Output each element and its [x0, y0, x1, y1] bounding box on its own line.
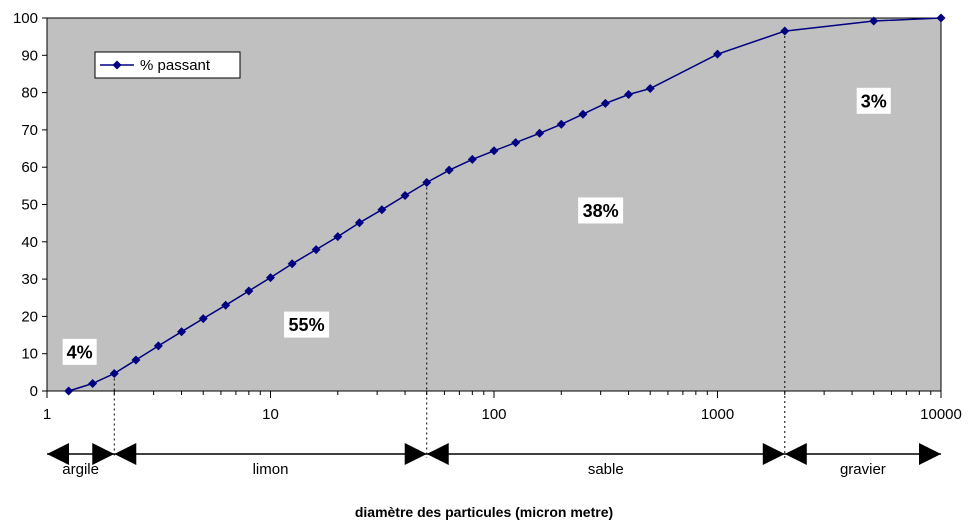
data-point-marker [556, 119, 566, 129]
percent-label-box [856, 87, 891, 114]
data-point-marker [400, 191, 410, 201]
x-axis: 1 10 100 1000 10000 [43, 391, 962, 423]
arrow-right-icon [404, 443, 427, 465]
y-tick-label: 20 [21, 308, 38, 325]
x-tick-label: 10000 [920, 406, 962, 423]
data-point-marker [64, 386, 74, 396]
data-point-marker [936, 13, 946, 23]
data-point-marker [713, 49, 722, 59]
band-label: sable [588, 461, 624, 478]
data-point-marker [444, 165, 454, 175]
x-tick-label: 1000 [701, 406, 734, 423]
data-point-marker [266, 273, 275, 283]
arrow-left-icon [114, 443, 137, 465]
y-tick-label: 10 [21, 346, 38, 363]
data-point-marker [333, 232, 343, 242]
y-tick-label: 90 [21, 47, 38, 64]
data-point-marker [869, 16, 879, 26]
y-tick-label: 50 [21, 197, 38, 214]
y-tick-label: 60 [21, 159, 38, 176]
data-point-marker [354, 218, 364, 228]
y-tick-label: 40 [21, 234, 38, 251]
band-label: argile [62, 461, 99, 478]
data-point-marker [645, 83, 655, 93]
y-tick-label: 100 [13, 10, 38, 27]
band-label: gravier [840, 461, 886, 478]
data-point-marker [377, 205, 387, 215]
data-point-marker [780, 26, 790, 36]
x-tick-label: 100 [481, 406, 506, 423]
percent-label: 55% [289, 315, 325, 335]
data-point-marker [131, 355, 141, 365]
data-point-marker [467, 154, 477, 164]
percent-label-box [284, 311, 330, 338]
x-tick-label: 10 [262, 406, 279, 423]
data-point-marker [511, 138, 521, 148]
arrow-right-icon [919, 443, 941, 465]
arrow-left-icon [47, 443, 69, 465]
data-point-marker [535, 128, 545, 138]
series-layer [64, 13, 946, 396]
data-point-marker [221, 300, 231, 310]
band-label: limon [253, 461, 289, 478]
arrow-right-icon [92, 443, 115, 465]
data-point-marker [287, 259, 297, 269]
arrow-right-icon [762, 443, 785, 465]
data-point-marker [198, 314, 208, 324]
y-tick-label: 30 [21, 271, 38, 288]
percent-labels: 4% 55% 38% 3% [62, 87, 891, 365]
percent-label-box [62, 338, 97, 365]
data-point-marker [311, 245, 321, 255]
percent-label: 4% [67, 342, 93, 362]
x-tick-label: 1 [43, 406, 51, 423]
legend: % passant [94, 51, 241, 79]
soil-class-axis: argile limon sable gravier [47, 443, 941, 478]
data-point-marker [177, 327, 187, 337]
data-point-marker [153, 341, 163, 351]
data-point-marker [578, 109, 588, 119]
boundary-lines [113, 31, 786, 458]
arrow-left-icon [784, 443, 807, 465]
percent-label: 38% [583, 201, 619, 221]
x-axis-label: diamètre des particules (micron metre) [355, 504, 613, 520]
data-point-marker [422, 177, 432, 187]
data-point-marker [109, 368, 119, 378]
percent-label: 3% [861, 91, 887, 111]
legend-label: % passant [140, 57, 211, 74]
y-tick-label: 80 [21, 85, 38, 102]
y-axis: 0 10 20 30 40 50 60 70 80 90 100 [13, 10, 47, 400]
data-point-marker [624, 89, 634, 99]
data-point-marker [88, 379, 98, 389]
legend-marker-icon [112, 60, 122, 70]
plot-area [46, 17, 942, 392]
arrow-left-icon [426, 443, 449, 465]
y-tick-label: 70 [21, 122, 38, 139]
data-point-marker [244, 286, 254, 296]
percent-label-box [578, 197, 624, 224]
data-point-marker [600, 98, 610, 108]
data-point-marker [489, 146, 499, 156]
y-tick-label: 0 [30, 383, 38, 400]
